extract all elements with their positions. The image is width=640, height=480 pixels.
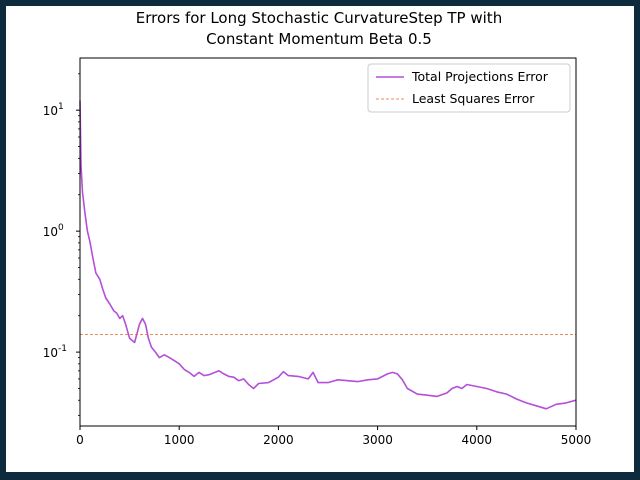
y-tick-label: 10 — [43, 225, 58, 239]
x-tick-label: 1000 — [164, 433, 195, 447]
legend-label-1: Total Projections Error — [411, 69, 549, 84]
y-tick-exponent: 1 — [58, 102, 64, 112]
x-tick-label: 5000 — [561, 433, 592, 447]
x-tick-label: 0 — [76, 433, 84, 447]
chart-title-line-2: Constant Momentum Beta 0.5 — [206, 30, 432, 48]
chart-svg: Errors for Long Stochastic CurvatureStep… — [43, 9, 592, 447]
y-tick-label: 10 — [43, 104, 58, 118]
y-tick-exponent: 0 — [58, 223, 64, 233]
y-tick-exponent: -1 — [58, 344, 67, 354]
y-tick-label: 10 — [43, 346, 58, 360]
figure-frame: Errors for Long Stochastic CurvatureStep… — [6, 6, 634, 472]
legend-box — [367, 63, 571, 113]
x-tick-label: 4000 — [462, 433, 493, 447]
series-line-1 — [79, 100, 577, 410]
chart-title-line-1: Errors for Long Stochastic CurvatureStep… — [136, 9, 502, 27]
legend: Total Projections Error Least Squares Err… — [367, 63, 571, 113]
legend-label-2: Least Squares Error — [412, 91, 535, 106]
axes-box — [79, 57, 577, 427]
x-tick-label: 2000 — [263, 433, 294, 447]
x-tick-label: 3000 — [362, 433, 393, 447]
